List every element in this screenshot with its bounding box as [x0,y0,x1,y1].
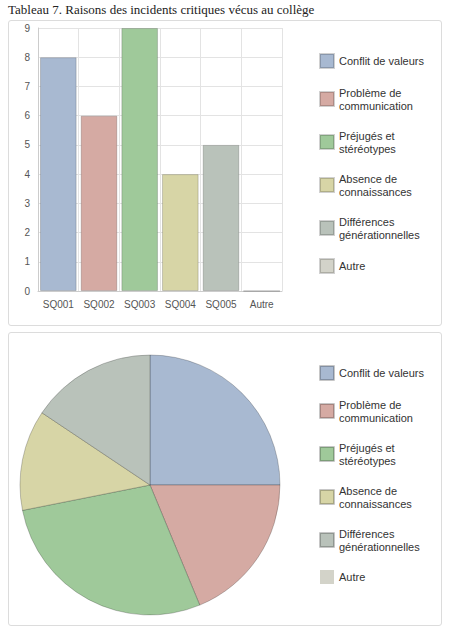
svg-text:Autre: Autre [339,571,365,583]
svg-text:Problème de: Problème de [339,87,404,99]
svg-text:communication: communication [339,100,413,112]
svg-text:1: 1 [24,256,30,267]
svg-text:générationnelles: générationnelles [339,229,420,241]
svg-text:Différences: Différences [339,528,398,540]
svg-text:7: 7 [24,81,30,92]
svg-text:6: 6 [24,110,30,121]
svg-text:connaissances: connaissances [339,498,412,510]
svg-text:Conflit de valeurs: Conflit de valeurs [339,55,424,67]
svg-text:Conflit de valeurs: Conflit de valeurs [339,367,424,379]
html-text:Tableau 7. Raisons des inciden: Tableau 7. Raisons des incidents critiqu… [8,2,315,17]
svg-text:4: 4 [24,169,30,180]
svg-text:SQ001: SQ001 [43,299,75,310]
svg-text:SQ005: SQ005 [205,299,237,310]
svg-text:9: 9 [24,23,30,34]
svg-text:Absence de: Absence de [339,485,400,497]
svg-text:8: 8 [24,52,30,63]
svg-text:stéréotypes: stéréotypes [339,455,396,467]
svg-text:Différences: Différences [339,216,398,228]
svg-text:Problème de: Problème de [339,399,404,411]
svg-text:Préjugés et: Préjugés et [339,130,398,142]
svg-text:stéréotypes: stéréotypes [339,143,396,155]
svg-text:générationnelles: générationnelles [339,541,420,553]
svg-text:SQ004: SQ004 [165,299,197,310]
svg-text:3: 3 [24,198,30,209]
svg-text:0: 0 [24,286,30,297]
svg-text:Autre: Autre [250,299,274,310]
svg-text:Préjugés et: Préjugés et [339,442,398,454]
svg-text:2: 2 [24,227,30,238]
svg-text:Absence de: Absence de [339,173,400,185]
svg-text:communication: communication [339,412,413,424]
svg-text:5: 5 [24,139,30,150]
svg-text:connaissances: connaissances [339,186,412,198]
svg-text:SQ003: SQ003 [124,299,156,310]
svg-text:Autre: Autre [339,260,365,272]
svg-text:SQ002: SQ002 [83,299,115,310]
